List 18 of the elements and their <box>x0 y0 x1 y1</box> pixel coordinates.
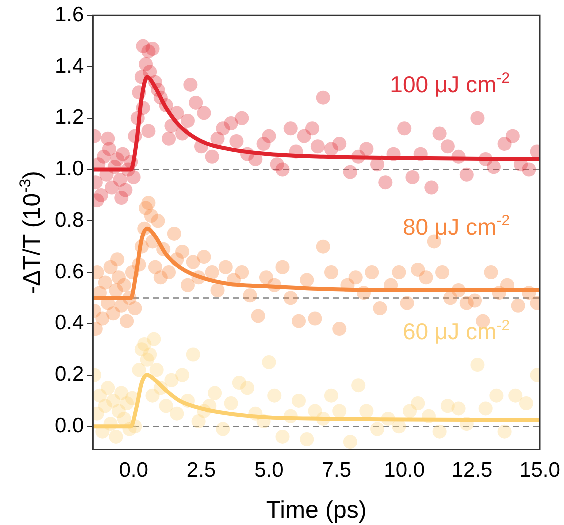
x-tick-label: 5.0 <box>254 459 284 482</box>
y-axis-title: -ΔT/T (10-3) <box>17 171 46 294</box>
y-tick-label: 0.2 <box>54 363 84 386</box>
x-axis-title: Time (ps) <box>266 497 367 524</box>
x-tick-label: 2.5 <box>186 459 216 482</box>
x-tick-label: 12.5 <box>452 459 493 482</box>
x-tick-label: 0.0 <box>119 459 148 482</box>
y-tick-label: 1.6 <box>54 3 84 26</box>
x-tick-label: 15.0 <box>520 459 560 482</box>
y-tick-label: 0.8 <box>54 208 84 232</box>
y-tick-label: 1.0 <box>54 158 84 181</box>
y-tick-label: 0.4 <box>54 312 85 335</box>
x-tick-label: 7.5 <box>322 459 352 482</box>
x-tick-label: 10.0 <box>384 459 426 482</box>
y-tick-label: 1.2 <box>54 106 84 130</box>
y-tick-label: 0.6 <box>54 260 84 284</box>
y-tick-label: 0.0 <box>54 414 84 438</box>
y-tick-label: 1.4 <box>54 54 85 78</box>
